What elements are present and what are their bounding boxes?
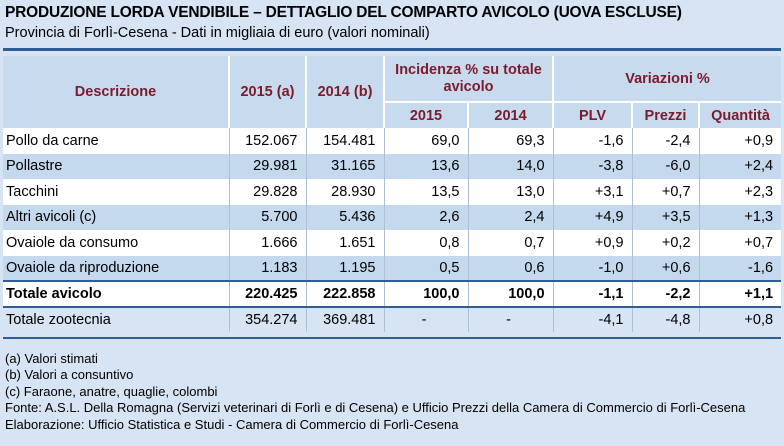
cell-prezzi: -2,2 (632, 280, 700, 307)
footnote-b: (b) Valori a consuntivo (5, 367, 134, 383)
cell-inc-2015: 0,5 (384, 255, 469, 281)
cell-2015: 152.067 (229, 128, 307, 154)
cell-2015: 1.666 (229, 230, 307, 256)
cell-prezzi: +0,6 (632, 255, 700, 281)
footnote-c: (c) Faraone, anatre, quaglie, colombi (5, 383, 218, 399)
col-header-descrizione: Descrizione (3, 56, 230, 128)
elaboration-note: Elaborazione: Ufficio Statistica e Studi… (5, 416, 459, 432)
cell-plv: +3,1 (553, 179, 633, 205)
cell-plv: -3,8 (553, 153, 633, 179)
row-desc: Totale avicolo (3, 280, 230, 307)
cell-prezzi: -4,8 (632, 305, 700, 332)
cell-2014: 154.481 (306, 128, 385, 154)
cell-plv: +0,9 (553, 230, 633, 256)
table-row: Tacchini 29.828 28.930 13,5 13,0 +3,1 +0… (3, 179, 782, 205)
cell-plv: +4,9 (553, 204, 633, 230)
source-note: Fonte: A.S.L. Della Romagna (Servizi vet… (5, 400, 746, 416)
cell-prezzi: +3,5 (632, 204, 700, 230)
col-header-plv: PLV (553, 102, 634, 128)
table-row: Ovaiole da riproduzione 1.183 1.195 0,5 … (3, 255, 782, 281)
table-row: Altri avicoli (c) 5.700 5.436 2,6 2,4 +4… (3, 204, 782, 230)
cell-2014: 1.195 (306, 255, 385, 281)
cell-quantita: +2,3 (699, 179, 782, 205)
cell-2015: 29.981 (229, 153, 307, 179)
row-desc: Tacchini (3, 179, 230, 205)
cell-plv: -1,1 (553, 280, 633, 307)
cell-inc-2015: 0,8 (384, 230, 469, 256)
cell-plv: -1,6 (553, 128, 633, 154)
cell-inc-2015: 100,0 (384, 280, 469, 307)
cell-2015: 29.828 (229, 179, 307, 205)
table-row: Pollastre 29.981 31.165 13,6 14,0 -3,8 -… (3, 153, 782, 179)
cell-inc-2015: 13,6 (384, 153, 469, 179)
row-desc: Pollastre (3, 153, 230, 179)
cell-prezzi: -6,0 (632, 153, 700, 179)
table-title: PRODUZIONE LORDA VENDIBILE – DETTAGLIO D… (5, 4, 682, 21)
cell-inc-2014: - (468, 305, 554, 332)
col-header-2014: 2014 (b) (306, 56, 385, 128)
cell-2014: 369.481 (306, 305, 385, 332)
col-header-quantita: Quantità (699, 102, 782, 128)
col-header-variazioni: Variazioni % (553, 56, 782, 103)
cell-2014: 28.930 (306, 179, 385, 205)
col-header-2015: 2015 (a) (229, 56, 307, 128)
cell-2014: 31.165 (306, 153, 385, 179)
row-desc: Ovaiole da riproduzione (3, 255, 230, 281)
cell-2014: 222.858 (306, 280, 385, 307)
cell-prezzi: -2,4 (632, 128, 700, 154)
cell-inc-2014: 0,7 (468, 230, 554, 256)
cell-inc-2014: 100,0 (468, 280, 554, 307)
col-header-inc-2015: 2015 (384, 102, 469, 128)
table-subtitle: Provincia di Forlì-Cesena - Dati in migl… (5, 25, 430, 41)
cell-quantita: +0,7 (699, 230, 782, 256)
cell-inc-2014: 0,6 (468, 255, 554, 281)
top-rule (3, 48, 781, 51)
total-row: Totale avicolo 220.425 222.858 100,0 100… (3, 280, 782, 307)
footnotes: (a) Valori stimati (b) Valori a consunti… (5, 351, 745, 433)
col-header-incidenza: Incidenza % su totale avicolo (384, 56, 555, 103)
footnote-a: (a) Valori stimati (5, 351, 98, 366)
cell-plv: -4,1 (553, 305, 633, 332)
cell-inc-2015: 69,0 (384, 128, 469, 154)
cell-plv: -1,0 (553, 255, 633, 281)
cell-2015: 354.274 (229, 305, 307, 332)
cell-2014: 5.436 (306, 204, 385, 230)
row-desc: Totale zootecnia (3, 305, 230, 332)
cell-prezzi: +0,7 (632, 179, 700, 205)
row-desc: Pollo da carne (3, 128, 230, 154)
zootecnia-row: Totale zootecnia 354.274 369.481 - - -4,… (3, 305, 782, 332)
row-desc: Altri avicoli (c) (3, 204, 230, 230)
cell-quantita: -1,6 (699, 255, 782, 281)
cell-inc-2015: - (384, 305, 469, 332)
cell-inc-2015: 13,5 (384, 179, 469, 205)
col-header-prezzi: Prezzi (632, 102, 701, 128)
cell-inc-2014: 2,4 (468, 204, 554, 230)
cell-quantita: +0,8 (699, 305, 782, 332)
cell-2014: 1.651 (306, 230, 385, 256)
table-row: Pollo da carne 152.067 154.481 69,0 69,3… (3, 128, 782, 154)
cell-quantita: +0,9 (699, 128, 782, 154)
cell-inc-2015: 2,6 (384, 204, 469, 230)
row-desc: Ovaiole da consumo (3, 230, 230, 256)
cell-prezzi: +0,2 (632, 230, 700, 256)
cell-quantita: +1,3 (699, 204, 782, 230)
cell-quantita: +2,4 (699, 153, 782, 179)
cell-quantita: +1,1 (699, 280, 782, 307)
cell-inc-2014: 13,0 (468, 179, 554, 205)
cell-2015: 1.183 (229, 255, 307, 281)
cell-2015: 220.425 (229, 280, 307, 307)
cell-inc-2014: 69,3 (468, 128, 554, 154)
bottom-rule (3, 337, 781, 339)
avicolo-table: Descrizione 2015 (a) 2014 (b) Incidenza … (3, 56, 782, 332)
col-header-inc-2014: 2014 (468, 102, 555, 128)
cell-2015: 5.700 (229, 204, 307, 230)
cell-inc-2014: 14,0 (468, 153, 554, 179)
table-row: Ovaiole da consumo 1.666 1.651 0,8 0,7 +… (3, 230, 782, 256)
